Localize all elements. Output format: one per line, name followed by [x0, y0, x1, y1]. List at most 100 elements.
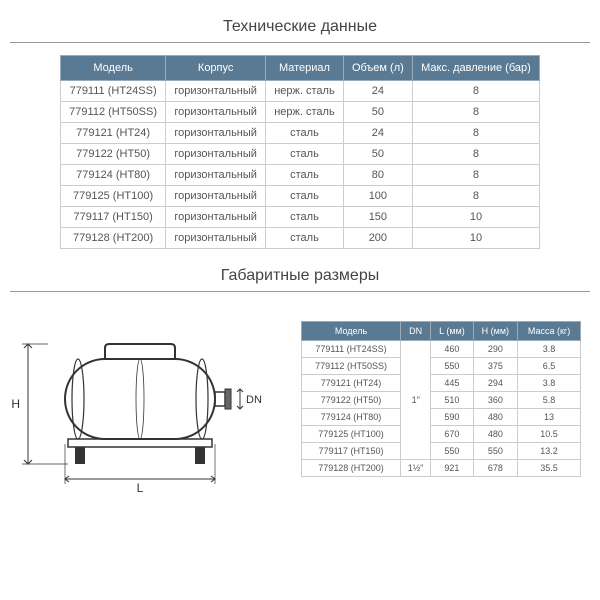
divider: [10, 42, 590, 43]
table-cell: 200: [343, 228, 412, 249]
col-model: Модель: [302, 322, 401, 341]
table-row: 779122 (HT50)горизонтальныйсталь508: [61, 144, 540, 165]
col-mass: Масса (кг): [518, 322, 581, 341]
table-cell: 779111 (HT24SS): [302, 341, 401, 358]
table-cell: 5.8: [518, 392, 581, 409]
table-cell: сталь: [266, 123, 344, 144]
table-cell: 8: [412, 102, 539, 123]
table-cell: 779112 (HT50SS): [61, 102, 166, 123]
table-cell: нерж. сталь: [266, 81, 344, 102]
table-cell: 3.8: [518, 341, 581, 358]
label-L: L: [137, 481, 144, 494]
table-cell: 150: [343, 207, 412, 228]
label-H: H: [11, 397, 20, 411]
dim-header-row: Модель DN L (мм) H (мм) Масса (кг): [302, 322, 581, 341]
table-cell: 779128 (HT200): [302, 460, 401, 477]
tech-table: Модель Корпус Материал Объем (л) Макс. д…: [60, 55, 540, 249]
dim-table: Модель DN L (мм) H (мм) Масса (кг) 77911…: [301, 321, 581, 477]
table-cell: 779128 (HT200): [61, 228, 166, 249]
table-row: 779111 (HT24SS)1"4602903.8: [302, 341, 581, 358]
table-cell: горизонтальный: [166, 81, 266, 102]
table-cell: 779124 (HT80): [61, 165, 166, 186]
table-cell: горизонтальный: [166, 102, 266, 123]
table-cell: 460: [431, 341, 473, 358]
table-cell: 100: [343, 186, 412, 207]
table-cell: 550: [431, 443, 473, 460]
table-cell: 779125 (HT100): [61, 186, 166, 207]
table-cell: горизонтальный: [166, 165, 266, 186]
table-row: 779121 (HT24)4452943.8: [302, 375, 581, 392]
table-cell: 80: [343, 165, 412, 186]
table-cell: горизонтальный: [166, 228, 266, 249]
table-row: 779121 (HT24)горизонтальныйсталь248: [61, 123, 540, 144]
table-cell: нерж. сталь: [266, 102, 344, 123]
table-cell: горизонтальный: [166, 207, 266, 228]
table-cell: 921: [431, 460, 473, 477]
table-cell: 779117 (HT150): [61, 207, 166, 228]
table-cell: 6.5: [518, 358, 581, 375]
tank-diagram: H DN L: [10, 304, 280, 494]
table-row: 779112 (HT50SS)горизонтальныйнерж. сталь…: [61, 102, 540, 123]
table-cell: сталь: [266, 228, 344, 249]
table-cell: 445: [431, 375, 473, 392]
table-row: 779128 (HT200)горизонтальныйсталь20010: [61, 228, 540, 249]
table-cell: 779112 (HT50SS): [302, 358, 401, 375]
col-body: Корпус: [166, 56, 266, 81]
table-cell: 50: [343, 102, 412, 123]
table-cell: 779117 (HT150): [302, 443, 401, 460]
table-row: 779124 (HT80)59048013: [302, 409, 581, 426]
table-cell: 590: [431, 409, 473, 426]
table-cell: 50: [343, 144, 412, 165]
table-cell: сталь: [266, 165, 344, 186]
table-cell: 10: [412, 228, 539, 249]
table-cell: 678: [473, 460, 518, 477]
col-dn: DN: [401, 322, 431, 341]
table-row: 779117 (HT150)горизонтальныйсталь15010: [61, 207, 540, 228]
table-cell: горизонтальный: [166, 123, 266, 144]
table-cell: 8: [412, 81, 539, 102]
table-row: 779122 (HT50) 5103605.8: [302, 392, 581, 409]
table-cell: 290: [473, 341, 518, 358]
divider: [10, 291, 590, 292]
table-row: 779125 (HT100)горизонтальныйсталь1008: [61, 186, 540, 207]
table-cell: 779125 (HT100): [302, 426, 401, 443]
table-cell: горизонтальный: [166, 144, 266, 165]
table-cell: 294: [473, 375, 518, 392]
tech-header-row: Модель Корпус Материал Объем (л) Макс. д…: [61, 56, 540, 81]
table-cell: 670: [431, 426, 473, 443]
table-cell: 550: [473, 443, 518, 460]
table-cell: 779122 (HT50): [61, 144, 166, 165]
col-l: L (мм): [431, 322, 473, 341]
table-cell: 8: [412, 123, 539, 144]
table-cell: 35.5: [518, 460, 581, 477]
table-cell: 779124 (HT80): [302, 409, 401, 426]
table-cell: 375: [473, 358, 518, 375]
table-cell: 510: [431, 392, 473, 409]
table-cell: 24: [343, 81, 412, 102]
table-row: 779128 (HT200)1½"92167835.5: [302, 460, 581, 477]
dims-title: Габаритные размеры: [10, 267, 590, 285]
table-cell: 8: [412, 165, 539, 186]
table-row: 779117 (HT150)55055013.2: [302, 443, 581, 460]
table-cell: 480: [473, 409, 518, 426]
table-cell: сталь: [266, 186, 344, 207]
table-cell: 10: [412, 207, 539, 228]
table-cell: 3.8: [518, 375, 581, 392]
table-cell: 550: [431, 358, 473, 375]
tech-data-title: Технические данные: [10, 18, 590, 36]
table-cell-dn: 1": [401, 341, 431, 460]
table-cell: сталь: [266, 207, 344, 228]
table-cell: 13.2: [518, 443, 581, 460]
table-cell: 24: [343, 123, 412, 144]
col-material: Материал: [266, 56, 344, 81]
table-row: 779111 (HT24SS)горизонтальныйнерж. сталь…: [61, 81, 540, 102]
table-row: 779124 (HT80)горизонтальныйсталь808: [61, 165, 540, 186]
table-cell: 779122 (HT50): [302, 392, 401, 409]
col-pressure: Макс. давление (бар): [412, 56, 539, 81]
table-cell: горизонтальный: [166, 186, 266, 207]
table-cell: сталь: [266, 144, 344, 165]
table-row: 779112 (HT50SS) 5503756.5: [302, 358, 581, 375]
table-cell: 360: [473, 392, 518, 409]
table-cell: 779111 (HT24SS): [61, 81, 166, 102]
table-cell: 8: [412, 186, 539, 207]
